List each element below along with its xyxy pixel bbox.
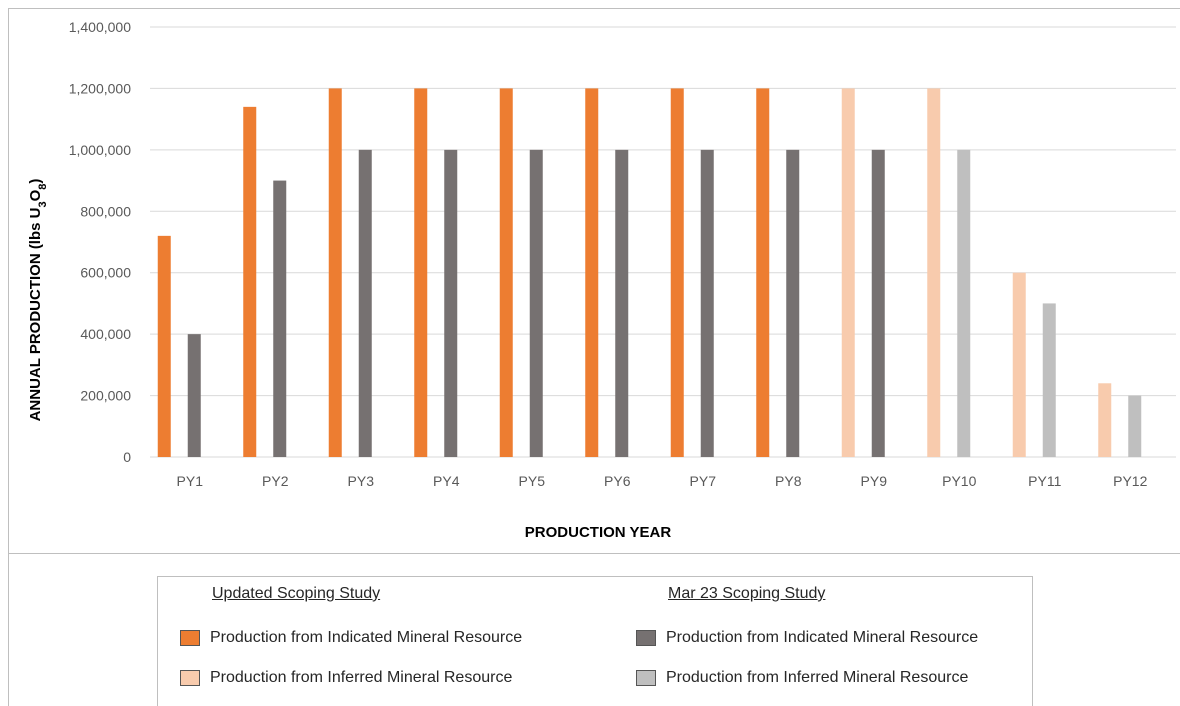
y-tick-label: 1,400,000 [69, 19, 131, 35]
bar-updated-indicated [756, 88, 770, 457]
bar-mar23-indicated [700, 149, 714, 457]
bar-mar23-indicated [786, 149, 800, 457]
x-tick-label: PY10 [942, 473, 976, 489]
bar-updated-inferred [1098, 383, 1112, 457]
legend: Updated Scoping Study Mar 23 Scoping Stu… [157, 576, 1033, 706]
y-tick-label: 0 [123, 449, 131, 465]
legend-swatch [180, 670, 200, 686]
x-tick-labels: PY1 PY2 PY3 PY4 PY5 PY6 PY7 PY8 PY9 PY10 PY11 PY12 [177, 473, 1148, 489]
bar-mar23-indicated [529, 149, 543, 457]
legend-item-updated-inferred: Production from Inferred Mineral Resourc… [180, 669, 512, 687]
bar-updated-indicated [585, 88, 599, 457]
bar-mar23-indicated [871, 149, 885, 457]
bar-mar23-inferred [1128, 395, 1142, 457]
bar-updated-inferred [841, 88, 855, 457]
bars [157, 88, 1142, 458]
legend-label: Production from Inferred Mineral Resourc… [210, 669, 513, 686]
y-tick-labels: 0 200,000 400,000 600,000 800,000 1,000,000 1,… [69, 19, 132, 465]
x-tick-label: PY9 [861, 473, 888, 489]
legend-label: Production from Indicated Mineral Resour… [666, 629, 979, 646]
bar-mar23-indicated [615, 149, 629, 457]
bar-mar23-indicated [187, 334, 201, 457]
x-tick-label: PY11 [1028, 473, 1061, 489]
bar-updated-indicated [328, 88, 342, 457]
x-tick-label: PY2 [262, 473, 289, 489]
x-tick-label: PY6 [604, 473, 631, 489]
y-tick-label: 400,000 [80, 326, 131, 342]
legend-swatch [636, 670, 656, 686]
x-tick-label: PY3 [348, 473, 375, 489]
x-tick-label: PY8 [775, 473, 802, 489]
legend-group-updated: Updated Scoping Study [212, 585, 381, 602]
x-tick-label: PY12 [1113, 473, 1147, 489]
x-tick-label: PY7 [690, 473, 717, 489]
bar-mar23-inferred [1042, 303, 1056, 457]
gridlines [150, 26, 1176, 458]
bar-updated-indicated [414, 88, 428, 457]
y-tick-label: 200,000 [80, 388, 131, 404]
x-tick-label: PY4 [433, 473, 460, 489]
bar-mar23-indicated [358, 149, 372, 457]
bar-mar23-indicated [273, 180, 287, 458]
legend-item-mar23-indicated: Production from Indicated Mineral Resour… [636, 629, 978, 647]
bar-updated-inferred [927, 88, 941, 457]
legend-item-mar23-inferred: Production from Inferred Mineral Resourc… [636, 669, 968, 687]
bar-updated-indicated [670, 88, 684, 457]
chart-frame [8, 8, 1180, 554]
legend-label: Production from Indicated Mineral Resour… [210, 629, 523, 646]
y-tick-label: 1,000,000 [69, 142, 131, 158]
bar-mar23-indicated [444, 149, 458, 457]
y-axis-title: ANNUAL PRODUCTION (lbs U3O8) [27, 179, 49, 422]
legend-swatch [180, 630, 200, 646]
legend-item-updated-indicated: Production from Indicated Mineral Resour… [180, 629, 522, 647]
x-axis-title: PRODUCTION YEAR [525, 524, 672, 541]
legend-label: Production from Inferred Mineral Resourc… [666, 669, 969, 686]
bar-updated-indicated [243, 106, 257, 457]
y-tick-label: 1,200,000 [69, 80, 131, 96]
bar-mar23-inferred [957, 149, 971, 457]
frame-rule [8, 554, 9, 706]
x-tick-label: PY5 [519, 473, 546, 489]
y-tick-label: 600,000 [80, 265, 131, 281]
y-tick-label: 800,000 [80, 203, 131, 219]
bar-chart: 0 200,000 400,000 600,000 800,000 1,000,000 1,… [27, 19, 1176, 541]
x-tick-label: PY1 [177, 473, 204, 489]
legend-swatch [636, 630, 656, 646]
bar-updated-inferred [1012, 272, 1026, 457]
bar-updated-indicated [499, 88, 513, 457]
legend-group-mar23: Mar 23 Scoping Study [668, 585, 826, 602]
bar-updated-indicated [157, 235, 171, 457]
